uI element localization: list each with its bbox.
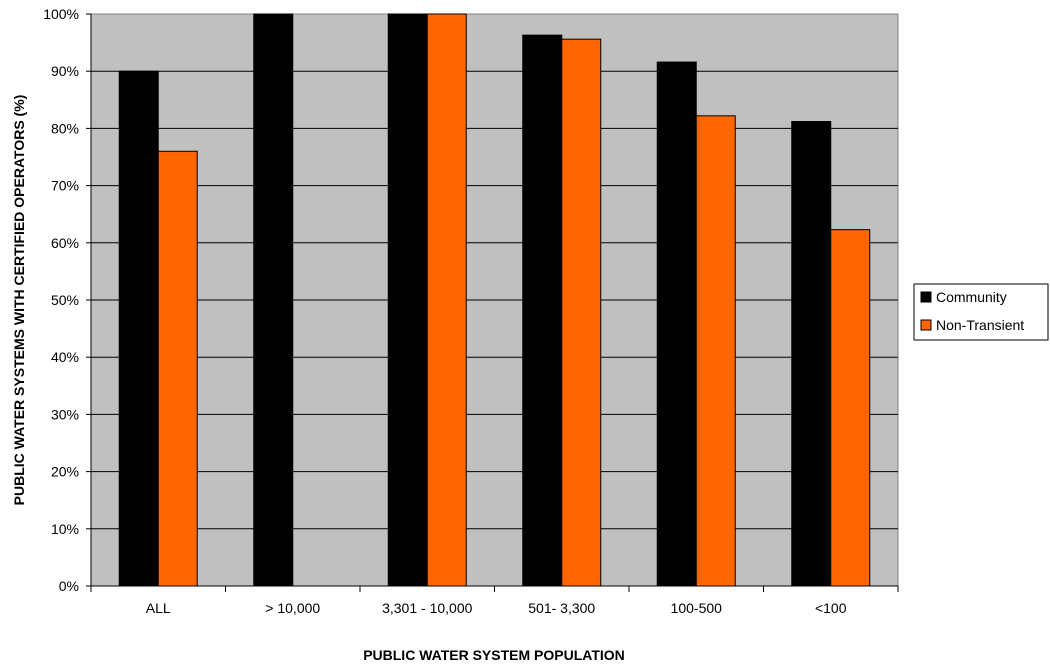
y-ticks: 0% 10% 20% 30% 40% 50% 60% 70% 80% 90% 100% <box>43 6 91 594</box>
x-tick-label: ALL <box>146 600 171 616</box>
bar-community <box>118 70 159 587</box>
x-tick-label: > 10,000 <box>265 600 320 616</box>
x-tick-label: 100-500 <box>671 600 723 616</box>
x-tick-label: <100 <box>815 600 847 616</box>
y-tick-label: 80% <box>51 120 79 136</box>
x-axis-title: PUBLIC WATER SYSTEM POPULATION <box>363 647 625 663</box>
y-tick-label: 100% <box>43 6 79 22</box>
x-tick-label: 3,301 - 10,000 <box>382 600 473 616</box>
bar-community <box>656 61 697 587</box>
bar-non-transient <box>695 115 736 587</box>
y-tick-label: 10% <box>51 521 79 537</box>
legend-label-non-transient: Non-Transient <box>936 317 1024 333</box>
x-tick-label: 501- 3,300 <box>528 600 595 616</box>
bar-non-transient <box>830 229 871 587</box>
legend-box <box>913 283 1049 341</box>
y-axis-title: PUBLIC WATER SYSTEMS WITH CERTIFIED OPER… <box>11 95 27 506</box>
gridlines <box>91 70 898 530</box>
bar-community <box>791 121 832 587</box>
y-tick-label: 40% <box>51 349 79 365</box>
y-tick-label: 90% <box>51 63 79 79</box>
y-tick-label: 20% <box>51 464 79 480</box>
bar-non-transient <box>157 150 198 587</box>
bar-non-transient <box>426 13 467 587</box>
legend-swatch-community <box>920 291 932 303</box>
x-ticks: ALL > 10,000 3,301 - 10,000 501- 3,300 100-5… <box>90 586 899 616</box>
bars <box>118 13 871 587</box>
bar-community <box>387 13 428 587</box>
y-tick-label: 60% <box>51 235 79 251</box>
bar-non-transient <box>561 38 602 587</box>
legend-label-community: Community <box>936 289 1007 305</box>
legend: Community Non-Transient <box>913 283 1049 341</box>
bar-community <box>253 13 294 587</box>
legend-swatch-non-transient <box>920 319 932 331</box>
y-tick-label: 50% <box>51 292 79 308</box>
y-tick-label: 30% <box>51 406 79 422</box>
y-tick-label: 0% <box>59 578 79 594</box>
bar-community <box>522 34 563 587</box>
y-tick-label: 70% <box>51 178 79 194</box>
